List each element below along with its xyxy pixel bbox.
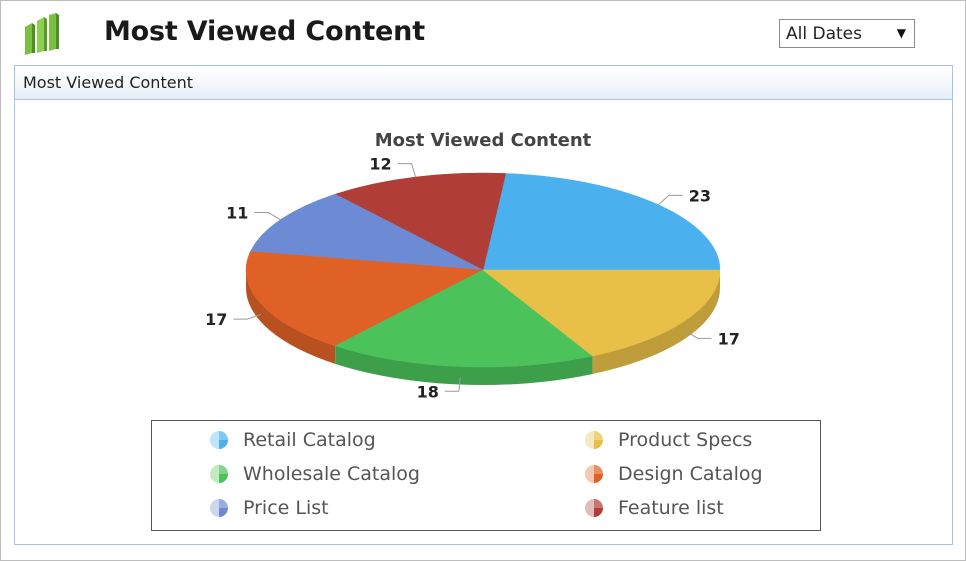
- leader-line: [685, 330, 712, 339]
- legend-label: Retail Catalog: [243, 429, 376, 451]
- pie-slices: [245, 172, 721, 368]
- data-label: 12: [369, 155, 391, 174]
- data-label: 23: [689, 186, 711, 205]
- panel-header: Most Viewed Content: [15, 66, 952, 100]
- legend-label: Wholesale Catalog: [243, 463, 420, 485]
- pie-side-design-catalog: [245, 270, 336, 364]
- pie-slice-design-catalog[interactable]: [245, 251, 484, 347]
- page-title: Most Viewed Content: [104, 16, 425, 47]
- legend-swatch-icon: [210, 431, 228, 449]
- legend-item-retail-catalog[interactable]: Retail Catalog: [209, 429, 376, 451]
- legend-swatch-icon: [585, 499, 603, 517]
- legend-swatch-icon: [210, 499, 228, 517]
- date-range-value: All Dates: [786, 24, 862, 44]
- chart-legend: Retail Catalog Product Specs Wholesale Cat…: [151, 420, 821, 531]
- legend-label: Feature list: [618, 497, 724, 519]
- pie-slice-wholesale-catalog[interactable]: [334, 269, 594, 368]
- data-label: 11: [226, 203, 248, 222]
- date-range-select[interactable]: All Dates ▼: [779, 19, 915, 48]
- leader-line: [254, 211, 281, 221]
- data-label: 17: [718, 329, 740, 348]
- legend-item-product-specs[interactable]: Product Specs: [584, 429, 752, 451]
- legend-swatch-icon: [210, 465, 228, 483]
- pie-slice-retail-catalog[interactable]: [482, 173, 721, 271]
- legend-item-wholesale-catalog[interactable]: Wholesale Catalog: [209, 463, 420, 485]
- leader-line: [397, 163, 417, 178]
- chart-title: Most Viewed Content: [375, 130, 592, 151]
- legend-label: Design Catalog: [618, 463, 763, 485]
- data-label: 17: [205, 310, 227, 329]
- legend-item-feature-list[interactable]: Feature list: [584, 497, 724, 519]
- legend-swatch-icon: [585, 465, 603, 483]
- data-labels: 23 12 11 17 18 17: [205, 155, 740, 402]
- legend-item-price-list[interactable]: Price List: [209, 497, 329, 519]
- legend-swatch-icon: [585, 431, 603, 449]
- leader-line: [444, 377, 461, 392]
- leader-line: [233, 313, 261, 320]
- legend-label: Price List: [243, 497, 329, 519]
- data-label: 18: [417, 382, 439, 401]
- legend-label: Product Specs: [618, 429, 753, 451]
- pie-slice-product-specs[interactable]: [482, 269, 721, 357]
- legend-item-design-catalog[interactable]: Design Catalog: [584, 463, 763, 485]
- bar-chart-icon: [25, 13, 59, 55]
- pie-side-wholesale-catalog: [335, 345, 593, 385]
- dropdown-arrow-icon: ▼: [896, 26, 906, 40]
- pie-slice-feature-list[interactable]: [334, 172, 507, 271]
- leader-line: [658, 194, 683, 206]
